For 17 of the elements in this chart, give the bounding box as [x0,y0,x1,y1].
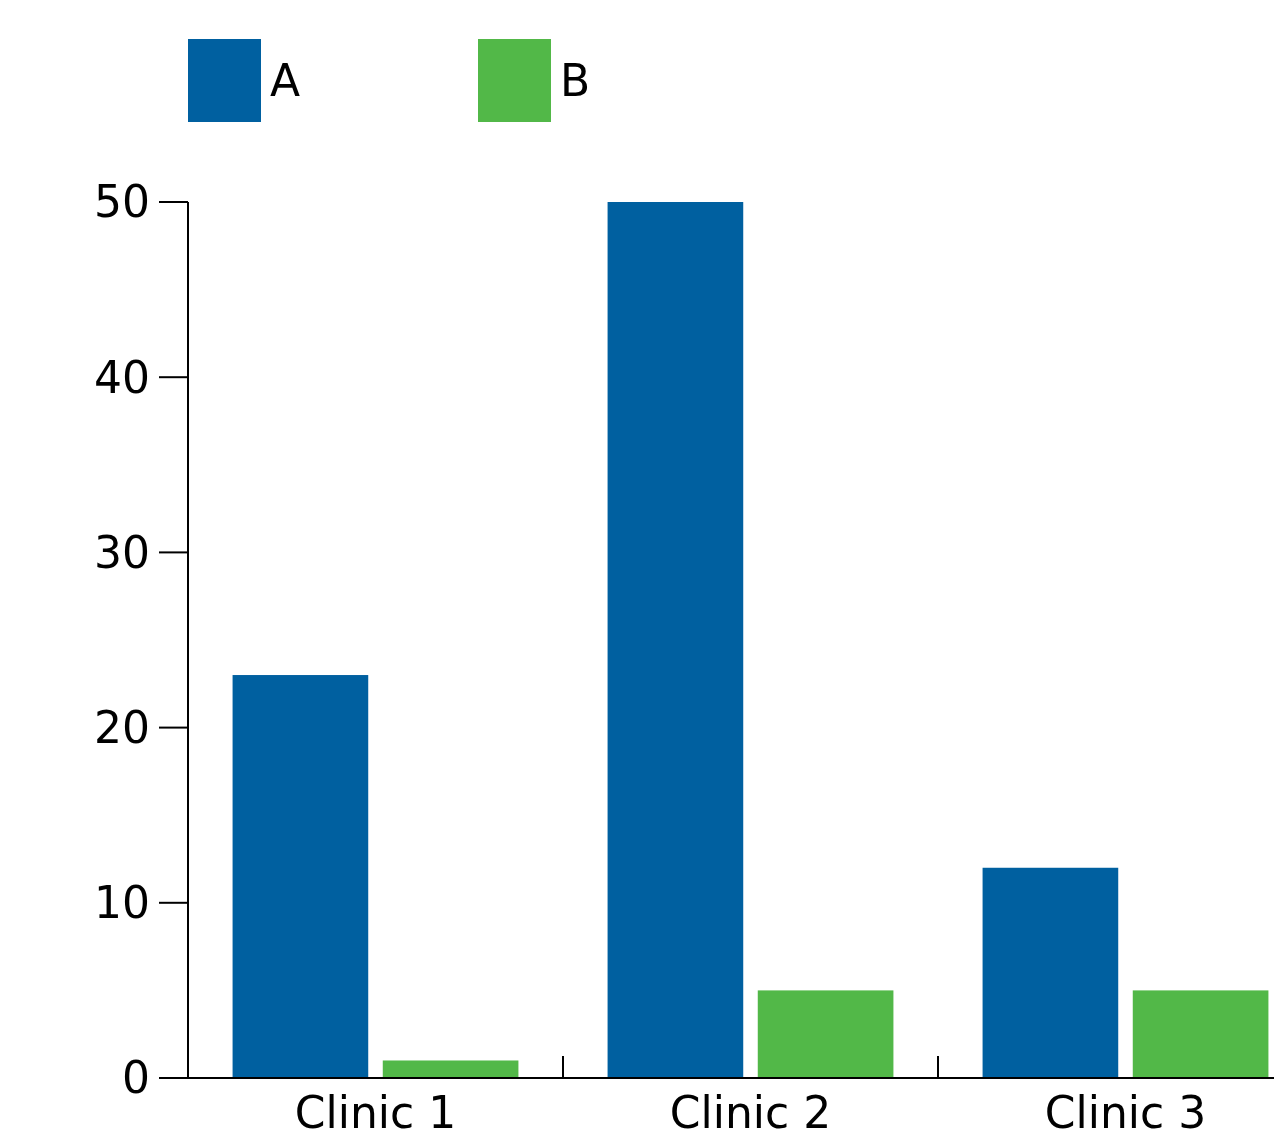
y-tick-label: 10 [94,877,150,929]
legend-label: A [270,55,301,107]
y-tick-label: 40 [94,351,150,403]
x-tick-label: Clinic 2 [669,1087,832,1138]
legend-label: B [560,55,591,107]
bar [757,990,894,1078]
y-tick-label: 20 [94,702,150,753]
bar [382,1060,519,1078]
bar [1132,990,1269,1078]
y-tick-label: 0 [122,1052,150,1104]
bar [607,202,744,1078]
y-tick-label: 30 [94,526,150,578]
y-tick-label: 50 [94,176,150,228]
x-tick-label: Clinic 3 [1044,1087,1207,1138]
bar [232,675,369,1078]
x-tick-label: Clinic 1 [294,1087,457,1138]
bar [982,867,1119,1078]
